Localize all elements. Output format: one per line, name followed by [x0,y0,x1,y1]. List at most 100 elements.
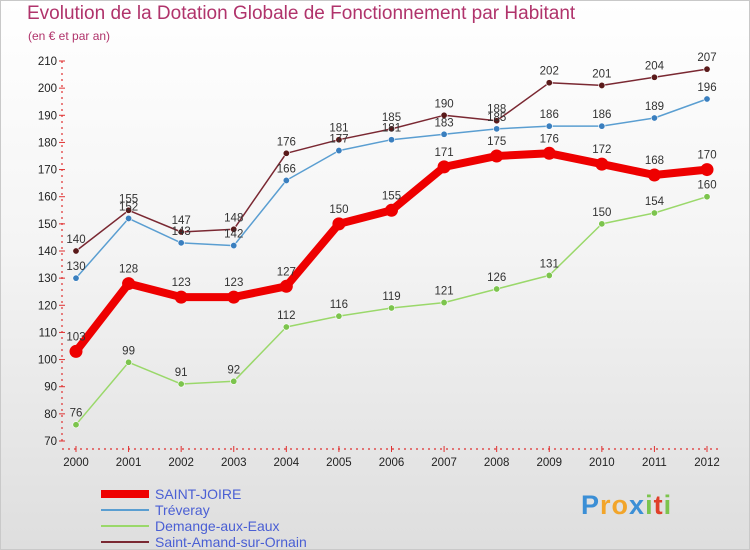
point-saint-joire-2009 [542,146,556,160]
data-label-saint-amand-sur-ornain-2010: 201 [592,68,611,80]
data-label-saint-joire-2002: 123 [172,277,191,289]
legend-item-saint-amand-sur-ornain: Saint-Amand-sur-Ornain [101,534,307,549]
data-label-saint-joire-2000: 103 [66,331,85,343]
point-treveray-2005 [335,147,343,155]
legend-swatch-demange-aux-eaux [101,525,149,527]
data-label-treveray-2011: 189 [645,101,664,113]
chart-axes: 7080901001101201301401501601701801902002… [38,56,721,469]
point-treveray-2006 [387,136,395,144]
y-tick-label-160: 160 [38,192,57,204]
x-tick-label-2011: 2011 [642,457,667,469]
y-tick-label-140: 140 [38,246,57,258]
x-tick-label-2006: 2006 [379,457,405,469]
logo-letter: t [653,490,664,520]
legend-swatch-treveray [101,509,149,511]
data-label-treveray-2005: 177 [329,134,348,146]
x-tick-label-2012: 2012 [694,457,720,469]
x-tick-label-2003: 2003 [221,457,247,469]
point-demange-aux-eaux-2008 [493,285,501,293]
point-demange-aux-eaux-2012 [703,193,711,201]
data-label-demange-aux-eaux-2010: 150 [592,207,611,219]
point-saint-amand-sur-ornain-2001 [125,206,133,214]
legend-swatch-saint-joire [101,490,149,498]
point-saint-joire-2006 [385,203,398,217]
data-label-saint-joire-2006: 155 [382,190,401,202]
y-tick-label-100: 100 [38,355,57,367]
point-demange-aux-eaux-2003 [230,377,238,385]
data-label-treveray-2002: 143 [172,226,191,238]
data-label-saint-joire-2003: 123 [224,277,243,289]
x-tick-label-2001: 2001 [116,457,142,469]
point-saint-joire-2011 [647,168,661,182]
logo-letter: i [645,490,654,520]
data-label-demange-aux-eaux-2001: 99 [122,345,135,357]
point-saint-joire-2012 [700,163,714,177]
point-treveray-2009 [545,122,553,130]
point-saint-joire-2007 [437,160,451,174]
data-label-saint-joire-2012: 170 [697,150,716,162]
point-demange-aux-eaux-2001 [125,358,133,366]
point-treveray-2012 [703,95,711,103]
data-label-saint-joire-2008: 175 [487,136,506,148]
data-label-saint-amand-sur-ornain-2004: 176 [277,136,296,148]
data-label-demange-aux-eaux-2006: 119 [382,291,400,303]
y-tick-label-110: 110 [39,327,57,339]
proxiti-logo: Proxiti [581,490,672,521]
point-treveray-2001 [125,214,133,222]
chart-series [69,65,714,429]
point-treveray-2004 [282,176,290,184]
point-saint-amand-sur-ornain-2000 [72,247,80,255]
data-label-treveray-2010: 186 [592,109,611,121]
point-saint-amand-sur-ornain-2008 [493,117,501,125]
legend-label-demange-aux-eaux: Demange-aux-Eaux [155,518,280,534]
point-saint-joire-2004 [279,279,293,293]
data-label-demange-aux-eaux-2003: 92 [227,364,240,376]
data-label-saint-amand-sur-ornain-2012: 207 [697,52,716,64]
data-label-saint-joire-2009: 176 [540,133,559,145]
logo-letter: x [629,490,646,520]
y-tick-label-200: 200 [38,83,57,95]
y-tick-label-130: 130 [38,273,57,285]
data-label-saint-amand-sur-ornain-2005: 181 [329,123,348,135]
legend-label-saint-joire: SAINT-JOIRE [155,486,242,502]
point-saint-joire-2008 [490,149,504,163]
data-label-saint-amand-sur-ornain-2008: 188 [487,104,506,116]
data-label-saint-amand-sur-ornain-2002: 147 [172,215,191,227]
point-saint-amand-sur-ornain-2011 [650,73,658,81]
data-label-treveray-2001: 152 [119,201,138,213]
data-label-treveray-2007: 183 [434,117,453,129]
data-label-saint-amand-sur-ornain-2009: 202 [540,66,559,78]
data-label-treveray-2000: 130 [66,261,85,273]
logo-letter: o [611,490,630,520]
x-tick-label-2010: 2010 [589,457,615,469]
y-tick-label-190: 190 [38,110,57,122]
point-saint-amand-sur-ornain-2006 [387,125,395,133]
point-saint-joire-2001 [122,277,136,291]
data-label-saint-joire-2010: 172 [592,144,611,156]
point-treveray-2003 [230,242,238,250]
data-label-saint-amand-sur-ornain-2000: 140 [66,234,85,246]
x-tick-label-2007: 2007 [431,457,457,469]
data-label-treveray-2012: 196 [697,82,716,94]
point-saint-joire-2010 [595,157,609,171]
point-demange-aux-eaux-2011 [650,209,658,217]
point-demange-aux-eaux-2009 [545,271,553,279]
data-label-saint-amand-sur-ornain-2003: 148 [224,212,243,224]
point-demange-aux-eaux-2002 [177,380,185,388]
data-label-treveray-2006: 181 [382,123,401,135]
point-saint-amand-sur-ornain-2010 [598,81,606,89]
point-saint-joire-2000 [69,344,83,358]
data-label-saint-amand-sur-ornain-2006: 185 [382,112,401,124]
data-label-demange-aux-eaux-2004: 112 [277,310,295,322]
y-tick-label-210: 210 [38,56,57,68]
legend-item-saint-joire: SAINT-JOIRE [101,486,307,502]
series-line-saint-joire [72,149,711,356]
point-saint-amand-sur-ornain-2003 [230,225,238,233]
data-label-saint-amand-sur-ornain-2011: 204 [645,60,665,72]
data-label-demange-aux-eaux-2012: 160 [697,180,716,192]
point-saint-amand-sur-ornain-2004 [282,149,290,157]
point-saint-amand-sur-ornain-2002 [177,228,185,236]
point-demange-aux-eaux-2000 [72,421,80,429]
